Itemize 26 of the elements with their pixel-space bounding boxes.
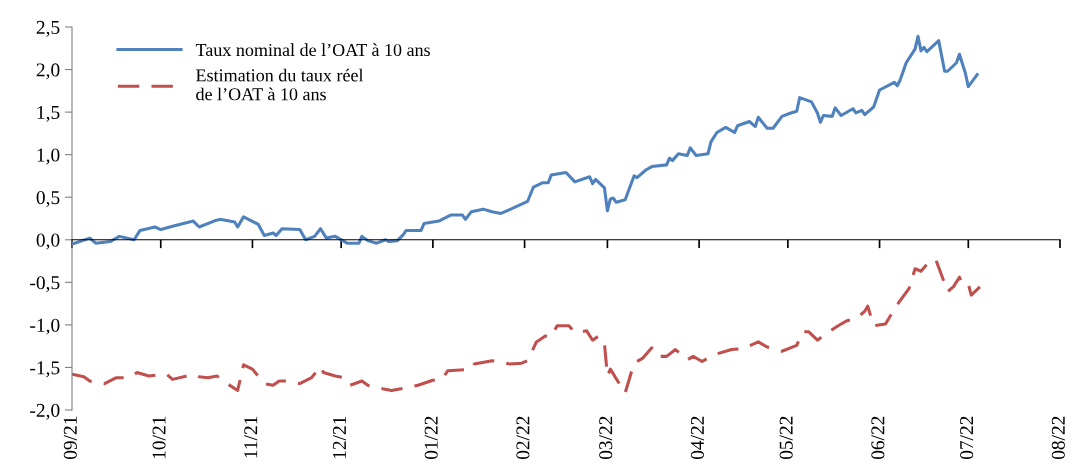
y-tick-label: -0,5 xyxy=(30,276,60,293)
x-tick-label: 09/21 xyxy=(63,416,77,460)
y-tick-label: 1,0 xyxy=(37,148,60,165)
x-tick-label: 02/22 xyxy=(516,416,530,460)
line-series xyxy=(72,257,982,395)
x-tick-label: 04/22 xyxy=(690,416,704,460)
x-tick-label: 07/22 xyxy=(960,416,974,460)
y-tick-label: -1,5 xyxy=(30,361,60,378)
x-tick-label: 05/22 xyxy=(779,416,793,460)
x-tick-label: 03/22 xyxy=(599,416,613,460)
y-tick-label: 0,0 xyxy=(36,233,60,250)
y-tick-label: 2,5 xyxy=(36,20,60,37)
line-series xyxy=(72,34,979,246)
y-tick-label: -2,0 xyxy=(30,403,60,420)
y-tick-label: -1,0 xyxy=(30,318,60,335)
y-tick-label: 1,5 xyxy=(37,106,60,122)
legend-label: Taux nominal de l’OAT à 10 ans xyxy=(195,43,430,57)
x-tick-label: 12/21 xyxy=(332,416,347,459)
x-tick-label: 10/21 xyxy=(152,416,166,459)
x-tick-label: 08/22 xyxy=(1051,416,1065,460)
legend-label: Estimation du taux réel de l’OAT à 10 ans xyxy=(196,68,364,101)
x-tick-label: 11/21 xyxy=(244,416,258,458)
x-tick-label: 06/22 xyxy=(871,416,885,460)
x-tick-label: 01/22 xyxy=(424,416,438,460)
y-tick-label: 0,5 xyxy=(36,191,60,207)
y-tick-label: 2,0 xyxy=(36,63,60,80)
